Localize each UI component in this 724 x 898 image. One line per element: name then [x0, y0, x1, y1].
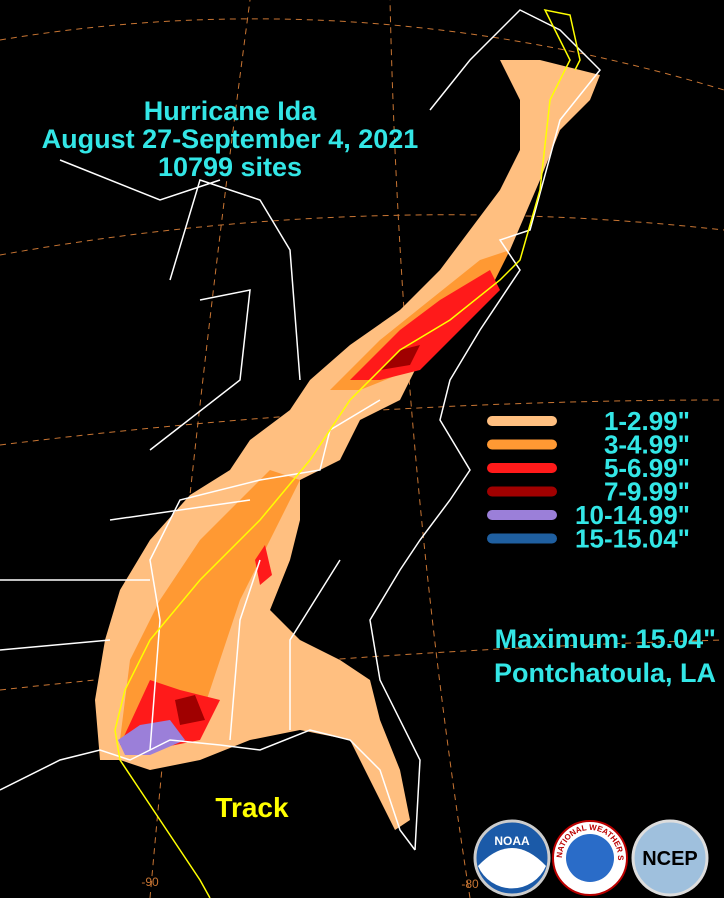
- legend-label: 10-14.99": [575, 500, 690, 530]
- maximum-line: Pontchatoula, LA: [494, 658, 716, 688]
- rain-7-10: [175, 345, 420, 725]
- title-line: Hurricane Ida: [144, 96, 318, 126]
- legend-label: 3-4.99": [604, 430, 690, 460]
- nws-center: [566, 834, 614, 882]
- longitude-label: -80: [461, 877, 479, 891]
- title-line: August 27-September 4, 2021: [42, 124, 419, 154]
- title-line: 10799 sites: [158, 152, 302, 182]
- boundaries: [0, 9, 602, 851]
- noaa-wave: [478, 848, 546, 889]
- legend-label: 15-15.04": [575, 524, 690, 554]
- title: Hurricane Ida August 27-September 4, 202…: [42, 96, 419, 182]
- legend-label: 1-2.99": [604, 406, 690, 436]
- maximum-line: Maximum: 15.04": [495, 624, 716, 654]
- legend-label: 7-9.99": [604, 477, 690, 507]
- track-label: Track: [215, 792, 289, 823]
- ncep-logo: [631, 819, 709, 897]
- noaa-text: NOAA: [494, 834, 530, 848]
- ncep-text: NCEP: [642, 848, 698, 870]
- maximum: Maximum: 15.04" Pontchatoula, LA: [494, 624, 716, 688]
- storm-track: [114, 8, 581, 791]
- legend: 1-2.99"3-4.99"5-6.99"7-9.99"10-14.99"15-…: [487, 406, 690, 554]
- longitude-label: -90: [141, 875, 159, 889]
- storm-track-south: [139, 789, 211, 898]
- legend-label: 5-6.99": [604, 453, 690, 483]
